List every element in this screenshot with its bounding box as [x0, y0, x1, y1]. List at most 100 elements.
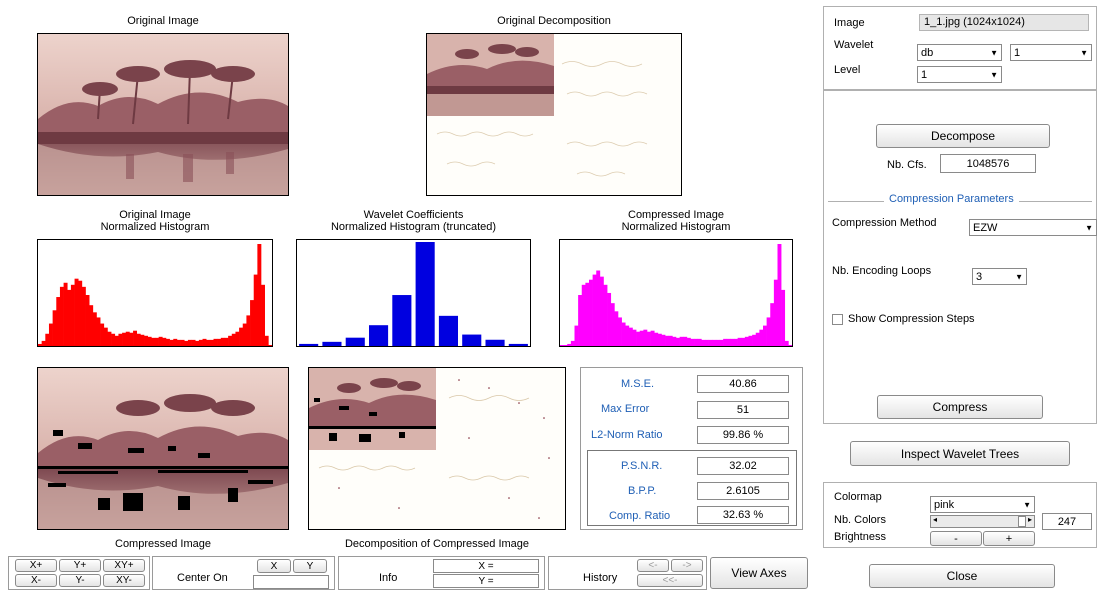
view-axes-button[interactable]: View Axes	[710, 557, 808, 589]
coefficient-bar	[485, 339, 505, 346]
brightness-minus-button[interactable]: -	[930, 531, 982, 546]
coefficient-bar	[392, 295, 412, 346]
psnr-label: P.S.N.R.	[621, 460, 663, 472]
nb-cfs-field[interactable]: 1048576	[940, 154, 1036, 173]
max-error-field[interactable]: 51	[697, 401, 789, 419]
histogram-bin	[228, 335, 233, 346]
histogram-bin	[570, 340, 575, 346]
histogram-bin	[165, 338, 170, 346]
compressed-image-caption: Compressed Image	[115, 538, 211, 550]
decompose-button[interactable]: Decompose	[876, 124, 1050, 148]
colormap-select[interactable]: pink ▼	[930, 496, 1035, 513]
mse-label: M.S.E.	[621, 378, 655, 390]
mse-field[interactable]: 40.86	[697, 375, 789, 393]
histogram-bin	[48, 323, 53, 346]
histogram-bin	[657, 333, 662, 346]
histogram-bin	[176, 339, 181, 346]
level-select[interactable]: 1 ▼	[917, 66, 1002, 83]
histogram-bin	[755, 332, 760, 346]
zoom-x-minus-button[interactable]: X-	[15, 574, 57, 587]
close-button[interactable]: Close	[869, 564, 1055, 588]
histogram-bin	[261, 284, 265, 346]
slider-thumb[interactable]	[1017, 516, 1026, 527]
coefficient-bar	[299, 343, 319, 346]
history-first-button[interactable]: <<-	[637, 574, 703, 587]
zoom-xy-plus-button[interactable]: XY+	[103, 559, 145, 572]
bpp-field[interactable]: 2.6105	[697, 482, 789, 500]
wavelet-order-select[interactable]: 1 ▼	[1010, 44, 1092, 61]
encoding-loops-label: Nb. Encoding Loops	[832, 265, 932, 277]
compressed-histogram-axes[interactable]	[559, 239, 793, 347]
histogram-bin	[158, 336, 163, 346]
histogram-bin	[195, 340, 200, 346]
histogram-bin	[625, 325, 630, 346]
psnr-field[interactable]: 32.02	[697, 457, 789, 475]
histogram-bin	[235, 331, 240, 346]
zoom-xy-minus-button[interactable]: XY-	[103, 574, 145, 587]
zoom-y-plus-button[interactable]: Y+	[59, 559, 101, 572]
zoom-x-plus-button[interactable]: X+	[15, 559, 57, 572]
center-on-field[interactable]	[253, 575, 329, 589]
histogram-bin	[734, 338, 738, 346]
histogram-bin	[257, 244, 262, 346]
histogram-bin	[70, 284, 75, 346]
original-image-axes[interactable]	[37, 33, 289, 196]
encoding-loops-select[interactable]: 3 ▼	[972, 268, 1027, 285]
show-steps-checkbox[interactable]	[832, 314, 843, 325]
histogram-bin	[567, 343, 572, 346]
coefficients-histogram	[299, 242, 528, 346]
histogram-bin	[773, 279, 778, 346]
zoom-y-minus-button[interactable]: Y-	[59, 574, 101, 587]
image-label: Image	[834, 17, 865, 29]
compressed-image-axes[interactable]	[37, 367, 289, 530]
histogram-bin	[647, 331, 651, 346]
center-x-button[interactable]: X	[257, 559, 291, 573]
histogram-bin	[726, 338, 731, 346]
zoom-buttons-group: X+ Y+ XY+ X- Y- XY-	[8, 556, 150, 590]
coefficients-histogram-axes[interactable]	[296, 239, 531, 347]
colormap-value: pink	[934, 498, 955, 511]
histogram-bin	[140, 334, 145, 346]
original-decomposition-axes[interactable]	[426, 33, 682, 196]
histogram-bin	[705, 339, 709, 346]
histogram-bin	[639, 330, 644, 346]
nb-cfs-label: Nb. Cfs.	[887, 159, 927, 171]
histogram-bin	[770, 303, 775, 346]
histogram-bin	[74, 278, 79, 346]
comp-ratio-field[interactable]: 32.63 %	[697, 506, 789, 524]
histogram-bin	[643, 329, 648, 346]
histogram-bin	[766, 317, 771, 346]
original-histogram	[38, 244, 272, 346]
compression-method-select[interactable]: EZW ▼	[969, 219, 1097, 236]
level-value: 1	[921, 68, 928, 81]
history-group: History <- -> <<-	[548, 556, 707, 590]
center-on-label: Center On	[177, 572, 228, 584]
wavelet-family-select[interactable]: db ▼	[917, 44, 1002, 61]
histogram-bin	[712, 339, 717, 346]
show-steps-label: Show Compression Steps	[848, 313, 975, 325]
nb-colors-field[interactable]: 247	[1042, 513, 1092, 530]
inspect-wavelet-trees-button[interactable]: Inspect Wavelet Trees	[850, 441, 1070, 466]
compression-method-label: Compression Method	[832, 217, 937, 229]
compress-button[interactable]: Compress	[877, 395, 1043, 419]
slider-left-arrow-icon: ◂	[933, 515, 938, 524]
original-histogram-axes[interactable]	[37, 239, 273, 347]
histogram-bin	[596, 270, 601, 346]
history-forward-button[interactable]: ->	[671, 559, 703, 572]
center-y-button[interactable]: Y	[293, 559, 327, 573]
histogram-bin	[592, 274, 597, 346]
chevron-down-icon: ▼	[1085, 223, 1093, 232]
histogram-bin	[118, 333, 123, 346]
brightness-plus-button[interactable]: +	[983, 531, 1035, 546]
history-back-button[interactable]: <-	[637, 559, 669, 572]
nb-colors-slider[interactable]: ◂ ▸	[930, 515, 1035, 528]
histogram-bin	[209, 339, 214, 346]
histogram-bin	[78, 280, 83, 346]
encoding-loops-value: 3	[976, 270, 983, 283]
l2-norm-field[interactable]: 99.86 %	[697, 426, 789, 444]
colormap-label: Colormap	[834, 491, 882, 503]
wavelet-family-value: db	[921, 46, 934, 59]
center-on-group: Center On X Y	[152, 556, 335, 590]
compressed-decomposition-axes[interactable]	[308, 367, 566, 530]
histogram-bin	[100, 323, 105, 346]
